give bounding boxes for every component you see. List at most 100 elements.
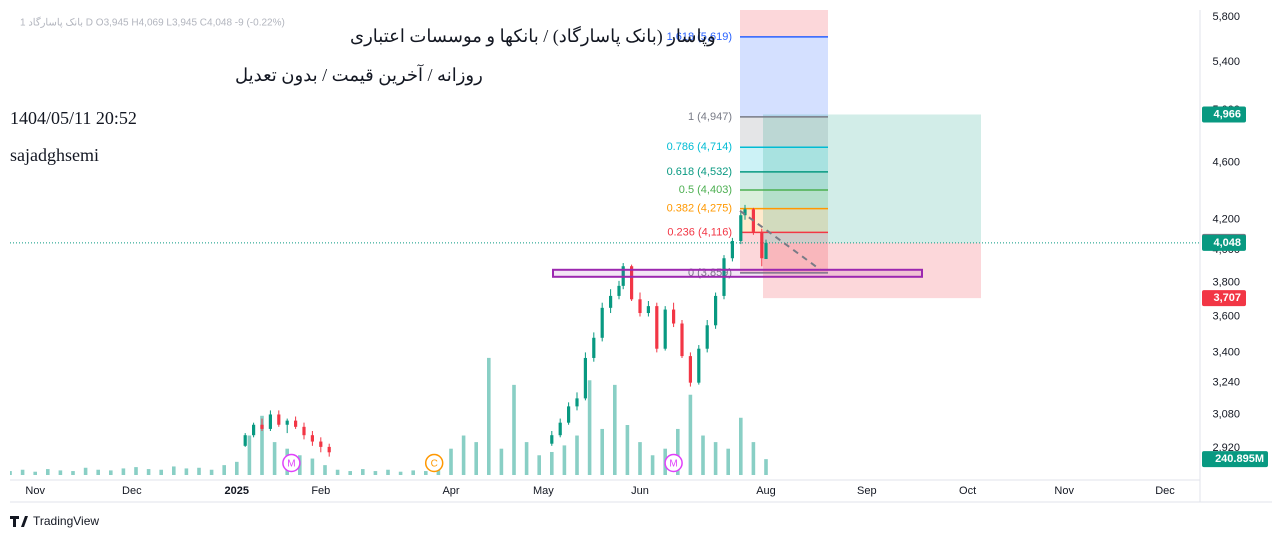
volume-bar [436, 468, 441, 475]
fib-label: 1 (4,947) [688, 111, 732, 123]
candle-body [268, 414, 272, 429]
price-tag-label: 4,048 [1213, 237, 1241, 249]
volume-bar [121, 468, 126, 475]
candle-body [285, 420, 289, 425]
brand: TradingView [33, 514, 99, 528]
candle-body [319, 441, 323, 447]
candle-body [739, 215, 743, 241]
y-tick-label: 2,920 [1212, 442, 1240, 454]
fib-zone [740, 147, 828, 172]
candle-body [655, 306, 659, 349]
fib-zone [740, 232, 828, 273]
volume-bar [461, 435, 466, 475]
fib-label: 0.5 (4,403) [679, 184, 732, 196]
volume-bar [71, 471, 75, 475]
x-tick-label: May [533, 485, 554, 497]
event-marker [282, 453, 301, 473]
volume-bar [348, 471, 352, 475]
volume-tag-label: 240.895M [1215, 453, 1264, 465]
y-tick-label: 3,800 [1212, 276, 1240, 288]
volume-bar [676, 428, 680, 475]
volume-bar [537, 455, 541, 475]
volume-bar [247, 435, 252, 475]
candle-body [558, 422, 562, 436]
event-label: C [431, 459, 438, 470]
volume-bar [411, 470, 415, 475]
price-tag [1202, 234, 1246, 251]
volume-bar [424, 471, 428, 475]
volume-bar [575, 435, 579, 475]
volume-bar [638, 442, 642, 475]
y-tick-label: 3,400 [1212, 346, 1240, 358]
candle-body [646, 306, 650, 314]
y-tick-label: 3,600 [1212, 310, 1240, 322]
fib-zone [740, 36, 828, 117]
volume-bar [373, 471, 378, 475]
volume-bar [613, 384, 617, 475]
volume-bar [764, 459, 768, 475]
fib-label: 0.618 (4,532) [667, 166, 732, 178]
candle-body [760, 231, 764, 259]
volume-bar [197, 467, 201, 475]
fib-zone [740, 10, 828, 37]
candle-body [743, 209, 747, 216]
fib-zone [740, 171, 828, 191]
fib-label: 0.236 (4,116) [667, 226, 732, 238]
candle-body [730, 240, 734, 259]
price-tag [1202, 290, 1246, 307]
x-tick-label: 2025 [225, 485, 249, 497]
candle-body [609, 295, 613, 308]
y-tick-label: 3,240 [1212, 377, 1240, 389]
volume-bar [58, 470, 63, 475]
volume-bar [146, 469, 151, 475]
volume-bar [209, 469, 214, 475]
candle-body [663, 309, 667, 349]
ohlc-header: 1 بانک پاسارگاد D O3,945 H4,069 L3,945 C… [20, 17, 285, 29]
volume-bar [449, 448, 453, 475]
x-tick-label: Dec [1155, 485, 1175, 497]
volume-bar [701, 435, 705, 475]
fib-label: 1.618 (5,619) [667, 31, 732, 43]
fib-label: 0.786 (4,714) [667, 141, 732, 153]
candle-body [592, 337, 596, 358]
candle-body [302, 426, 306, 436]
axis-overlays: 5,8005,4005,0004,6004,2004,0003,8003,600… [25, 11, 1268, 497]
volume-bar [310, 458, 315, 475]
candle-body [567, 406, 571, 423]
volume-bar [386, 469, 390, 475]
volume-bar [109, 470, 113, 475]
event-label: M [669, 459, 677, 470]
candle-body [550, 435, 554, 444]
volume-bar [184, 468, 189, 475]
candle-body [600, 307, 604, 338]
volume-bar [134, 467, 138, 475]
volume-bar [222, 465, 226, 475]
candle-body [764, 242, 768, 260]
brand-logo [10, 516, 28, 527]
volume-bar [361, 469, 365, 475]
y-tick-label: 5,800 [1212, 11, 1240, 23]
volume-bar [499, 448, 504, 475]
volume-bar [235, 461, 239, 475]
volume-bar [398, 471, 403, 475]
plot-area: 1.618 (5,619) 1 (4,947) 0.786 (4,714) 0.618… [10, 10, 1200, 475]
price-tag [1202, 106, 1246, 123]
y-tick-label: 5,400 [1212, 56, 1240, 68]
candle-body [252, 424, 256, 436]
x-tick-label: Sep [857, 485, 877, 497]
candle-body [638, 299, 642, 314]
y-tick-label: 4,200 [1212, 214, 1240, 226]
fib-zone [740, 190, 828, 209]
volume-bar [550, 451, 554, 475]
candle-body [310, 435, 314, 442]
volume-bar [335, 469, 340, 475]
candle-body [327, 446, 331, 453]
x-tick-label: Aug [756, 485, 776, 497]
zone-box [552, 268, 923, 278]
volume-bar [650, 455, 655, 475]
y-tick-label: 4,600 [1212, 156, 1240, 168]
volume-bar [587, 380, 592, 475]
volume-bar [20, 469, 25, 475]
volume-bar [172, 466, 176, 475]
